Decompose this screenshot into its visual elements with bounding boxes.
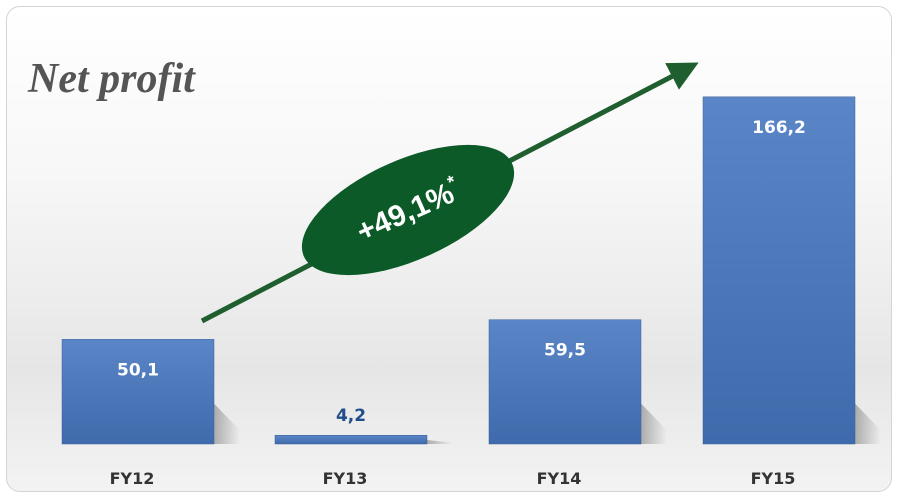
bar-value-label: 4,2 xyxy=(336,406,366,426)
bar-value-labels: 50,1 4,2 59,5 166,2 xyxy=(117,118,806,426)
bar-value-label: 166,2 xyxy=(752,118,806,138)
bar-fy14 xyxy=(488,319,642,445)
growth-badge: +49,1%* xyxy=(301,144,515,276)
tick-label-fy13: FY13 xyxy=(323,469,368,488)
bar-shadow xyxy=(427,440,453,444)
tick-label-fy14: FY14 xyxy=(537,469,582,488)
growth-ellipse xyxy=(301,144,515,276)
x-axis-tick-labels: FY12 FY13 FY14 FY15 xyxy=(110,469,796,488)
bar-fy12 xyxy=(61,339,215,445)
bar-shadow xyxy=(214,403,240,444)
bars xyxy=(61,96,856,445)
bar-value-label: 59,5 xyxy=(544,341,586,361)
tick-label-fy15: FY15 xyxy=(751,469,796,488)
bar-shadows xyxy=(214,403,881,444)
chart-title: Net profit xyxy=(27,56,196,102)
bar-fy15 xyxy=(702,96,856,445)
bar-fy13 xyxy=(274,434,428,445)
bar-shadow xyxy=(641,403,667,444)
bar-value-label: 50,1 xyxy=(117,360,159,380)
tick-label-fy12: FY12 xyxy=(110,469,155,488)
bar-shadow xyxy=(855,403,881,444)
